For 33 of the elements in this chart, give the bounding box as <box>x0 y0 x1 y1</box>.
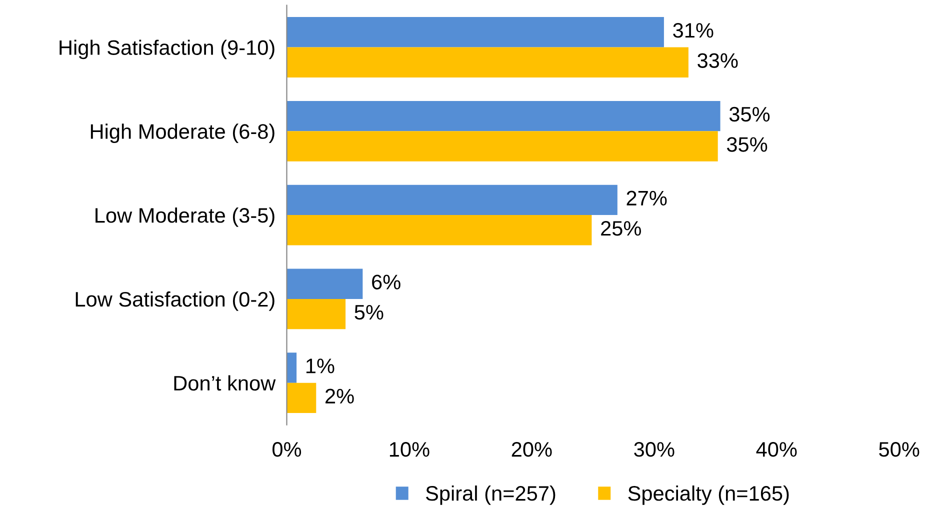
y-tick-label: High Moderate (6-8) <box>90 124 274 144</box>
x-tick-label: 40% <box>756 442 797 457</box>
x-tick-label: 30% <box>634 442 674 457</box>
bar <box>286 100 720 132</box>
bar <box>286 184 618 216</box>
bar <box>286 17 664 48</box>
bar <box>286 382 316 414</box>
x-tick-label: 20% <box>512 442 552 457</box>
data-label: 31% <box>673 22 714 38</box>
data-label: 6% <box>372 274 400 290</box>
bar <box>286 215 592 246</box>
bar <box>286 268 363 299</box>
data-label: 25% <box>601 220 641 236</box>
data-label: 2% <box>326 388 354 404</box>
data-label: 35% <box>726 137 768 152</box>
x-tick-label: 50% <box>879 442 920 457</box>
y-tick-label: Low Satisfaction (0-2) <box>76 291 274 311</box>
data-label: 27% <box>626 190 667 206</box>
bar <box>286 131 718 162</box>
bar <box>286 47 688 78</box>
x-tick-label: 0% <box>272 442 302 457</box>
y-tick-label: Don’t know <box>174 375 276 391</box>
data-label: 5% <box>354 304 384 320</box>
y-tick-label: Low Moderate (3-5) <box>96 208 274 227</box>
y-tick-label: High Satisfaction (9-10) <box>60 40 274 60</box>
legend-label: Spiral (n=257) <box>426 486 556 505</box>
data-label: 35% <box>729 106 770 122</box>
x-tick-label: 10% <box>390 442 430 457</box>
data-label: 33% <box>698 53 738 68</box>
bar <box>286 352 297 383</box>
legend-label: Specialty (n=165) <box>628 486 789 505</box>
data-label: 1% <box>306 358 334 374</box>
bar <box>286 298 346 330</box>
